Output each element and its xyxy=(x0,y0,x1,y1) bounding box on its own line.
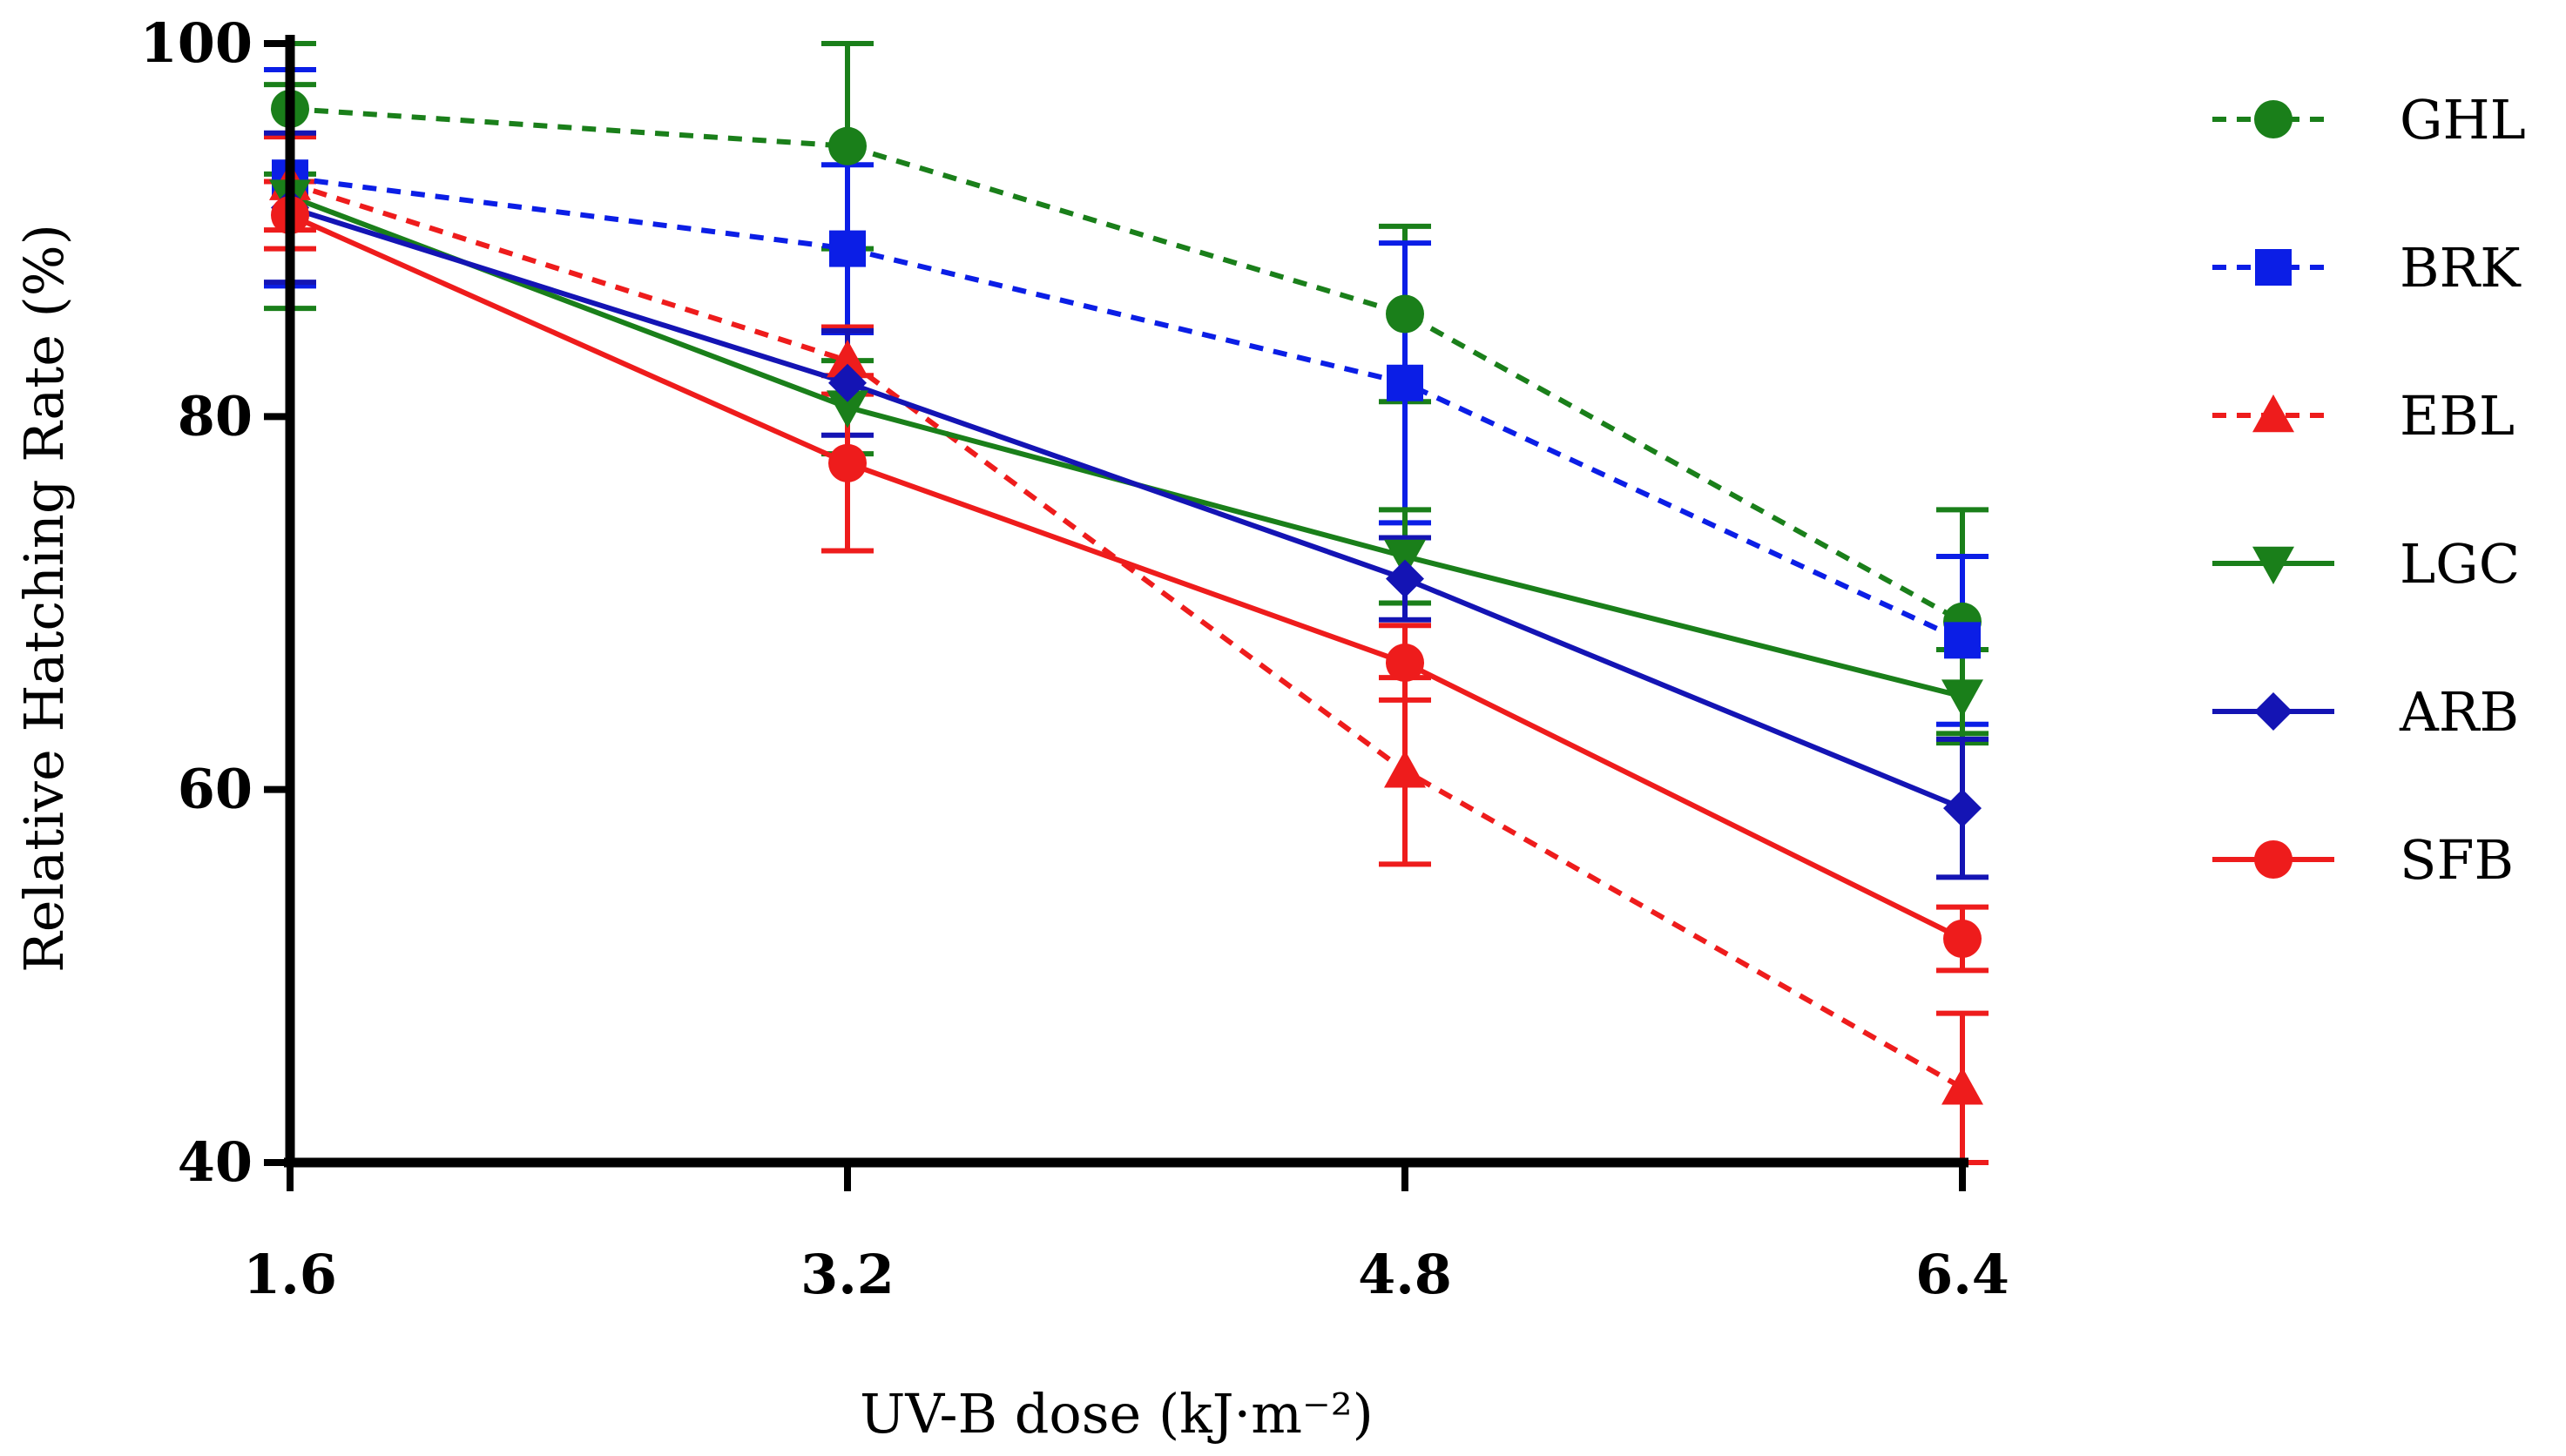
legend-marker-sfb xyxy=(2254,840,2293,879)
x-tick-label: 3.2 xyxy=(800,1243,895,1306)
legend-marker-ghl xyxy=(2254,100,2293,138)
sfb-point xyxy=(1943,920,1982,958)
lgc-point xyxy=(827,390,868,428)
ghl-point xyxy=(1386,294,1424,334)
ebl-point xyxy=(1941,1067,1983,1105)
legend-item-arb: ARB xyxy=(2212,680,2519,744)
error-bars xyxy=(264,41,1989,1165)
arb-series-line xyxy=(289,205,1964,811)
x-axis-title: UV-B dose (kJ·m⁻²) xyxy=(860,1382,1374,1446)
lgc-point xyxy=(1384,539,1426,577)
legend-marker-ebl xyxy=(2252,394,2294,433)
legend-marker-brk xyxy=(2255,249,2292,286)
brk-series-line xyxy=(289,175,1964,644)
ebl-series-line xyxy=(289,180,1964,1090)
lgc-point xyxy=(1941,679,1983,718)
y-tick-label: 60 xyxy=(178,758,253,821)
y-tick-label: 80 xyxy=(178,384,253,448)
legend-label: SFB xyxy=(2400,828,2514,892)
lgc-series-line xyxy=(288,193,1963,699)
legend-label: LGC xyxy=(2400,532,2520,596)
legend-label: EBL xyxy=(2400,384,2515,448)
legend-label: ARB xyxy=(2399,680,2519,744)
brk-point xyxy=(829,230,866,267)
brk-point xyxy=(1387,364,1423,401)
arb-point xyxy=(828,363,867,402)
x-ticks: 1.6 3.2 4.8 6.4 xyxy=(243,1163,2009,1306)
legend-marker-lgc xyxy=(2252,546,2294,584)
legend-item-brk: BRK xyxy=(2212,236,2522,300)
sfb-point xyxy=(828,443,867,482)
sfb-point xyxy=(1386,644,1424,683)
legend-item-lgc: LGC xyxy=(2212,532,2520,596)
arb-point xyxy=(1386,559,1424,598)
legend-item-sfb: SFB xyxy=(2212,828,2514,892)
y-tick-label: 100 xyxy=(140,11,253,75)
legend-label: BRK xyxy=(2400,236,2522,300)
brk-point xyxy=(1944,622,1981,659)
legend: GHL BRK EBL LGC ARB SFB xyxy=(2212,88,2526,892)
legend-item-ghl: GHL xyxy=(2212,88,2526,152)
y-ticks: 40 60 80 100 xyxy=(140,11,290,1194)
ebl-point xyxy=(827,340,868,378)
legend-label: GHL xyxy=(2400,88,2526,152)
x-tick-label: 4.8 xyxy=(1358,1243,1452,1306)
ghl-series-line xyxy=(289,105,1964,624)
sfb-series-line xyxy=(288,212,1964,941)
y-tick-label: 40 xyxy=(178,1130,253,1194)
x-tick-label: 6.4 xyxy=(1915,1243,2009,1306)
series-lines xyxy=(288,105,1964,1090)
ebl-point xyxy=(1384,750,1426,788)
arb-point xyxy=(1943,789,1982,828)
series-markers xyxy=(269,89,1983,1105)
y-axis-title: Relative Hatching Rate (%) xyxy=(12,224,76,973)
ghl-point xyxy=(828,126,867,165)
legend-item-ebl: EBL xyxy=(2212,384,2515,448)
x-tick-label: 1.6 xyxy=(243,1243,337,1306)
legend-marker-arb xyxy=(2254,692,2293,731)
